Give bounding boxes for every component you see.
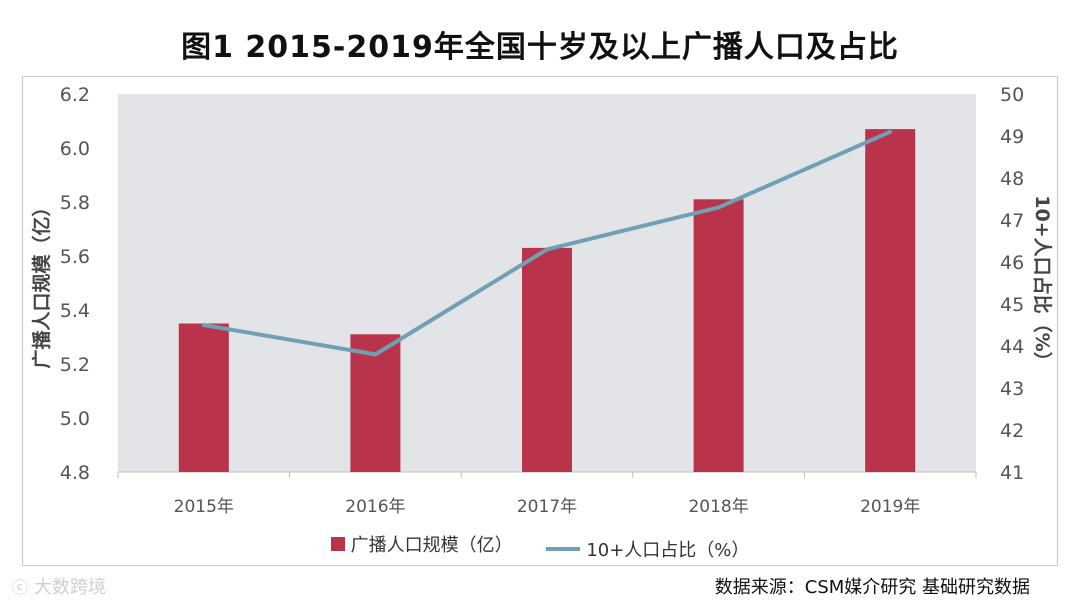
y-tick-label-right: 44 bbox=[1000, 336, 1024, 358]
x-tick-label: 2015年 bbox=[174, 497, 234, 517]
bar bbox=[522, 247, 572, 472]
bar bbox=[178, 323, 229, 472]
y-tick-label-right: 47 bbox=[1000, 210, 1024, 232]
plot-layer: 4.8 5.0 5.2 5.4 5.6 5.8 6.0 6.2 41 42 43 44 45 46 47 48… bbox=[60, 84, 1024, 517]
bar bbox=[865, 129, 916, 472]
bar bbox=[350, 334, 401, 472]
y-axis-label-left: 广播人口规模（亿） bbox=[30, 197, 53, 368]
x-tick-label: 2019年 bbox=[860, 497, 920, 517]
legend-swatch-bar bbox=[330, 537, 345, 551]
legend-item-bar: 广播人口规模（亿） bbox=[330, 531, 513, 557]
legend: 广播人口规模（亿） 10+人口占比（%） bbox=[0, 531, 1080, 562]
watermark-text: 大数跨境 bbox=[34, 577, 107, 598]
y-tick-label-right: 49 bbox=[1000, 126, 1024, 148]
y-axis-label-right: 10+人口占比（%） bbox=[1031, 195, 1054, 370]
y-tick-label-left: 5.0 bbox=[60, 408, 90, 430]
y-tick-label-right: 45 bbox=[1000, 294, 1024, 316]
x-tick-label: 2018年 bbox=[688, 497, 748, 517]
y-tick-label-right: 48 bbox=[1000, 168, 1024, 190]
y-tick-label-left: 5.8 bbox=[60, 192, 90, 214]
y-tick-label-right: 41 bbox=[1000, 462, 1024, 484]
y-tick-label-left: 6.2 bbox=[60, 84, 90, 106]
y-tick-label-left: 5.4 bbox=[60, 300, 90, 322]
x-tick-label: 2017年 bbox=[517, 497, 577, 517]
legend-label-bar: 广播人口规模（亿） bbox=[350, 535, 513, 556]
source-note: 数据来源：CSM媒介研究 基础研究数据 bbox=[714, 577, 1030, 598]
watermark: ⓒ 大数跨境 bbox=[12, 573, 106, 599]
y-tick-label-right: 46 bbox=[1000, 252, 1024, 274]
y-tick-label-left: 5.2 bbox=[60, 354, 90, 376]
chart-title: 图1 2015-2019年全国十岁及以上广播人口及占比 bbox=[181, 30, 899, 65]
y-tick-label-left: 4.8 bbox=[60, 462, 90, 484]
y-tick-label-right: 43 bbox=[1000, 378, 1024, 400]
y-tick-label-right: 42 bbox=[1000, 420, 1024, 442]
legend-item-line: 10+人口占比（%） bbox=[546, 536, 749, 562]
y-tick-label-right: 50 bbox=[1000, 84, 1024, 106]
legend-swatch-line bbox=[546, 547, 581, 551]
x-tick-label: 2016年 bbox=[345, 497, 405, 517]
y-tick-label-left: 6.0 bbox=[60, 138, 90, 160]
chart-frame bbox=[22, 76, 1058, 566]
legend-label-line: 10+人口占比（%） bbox=[586, 540, 750, 561]
watermark-logo-icon: ⓒ bbox=[12, 578, 29, 597]
bar bbox=[693, 199, 744, 473]
y-tick-label-left: 5.6 bbox=[60, 246, 90, 268]
